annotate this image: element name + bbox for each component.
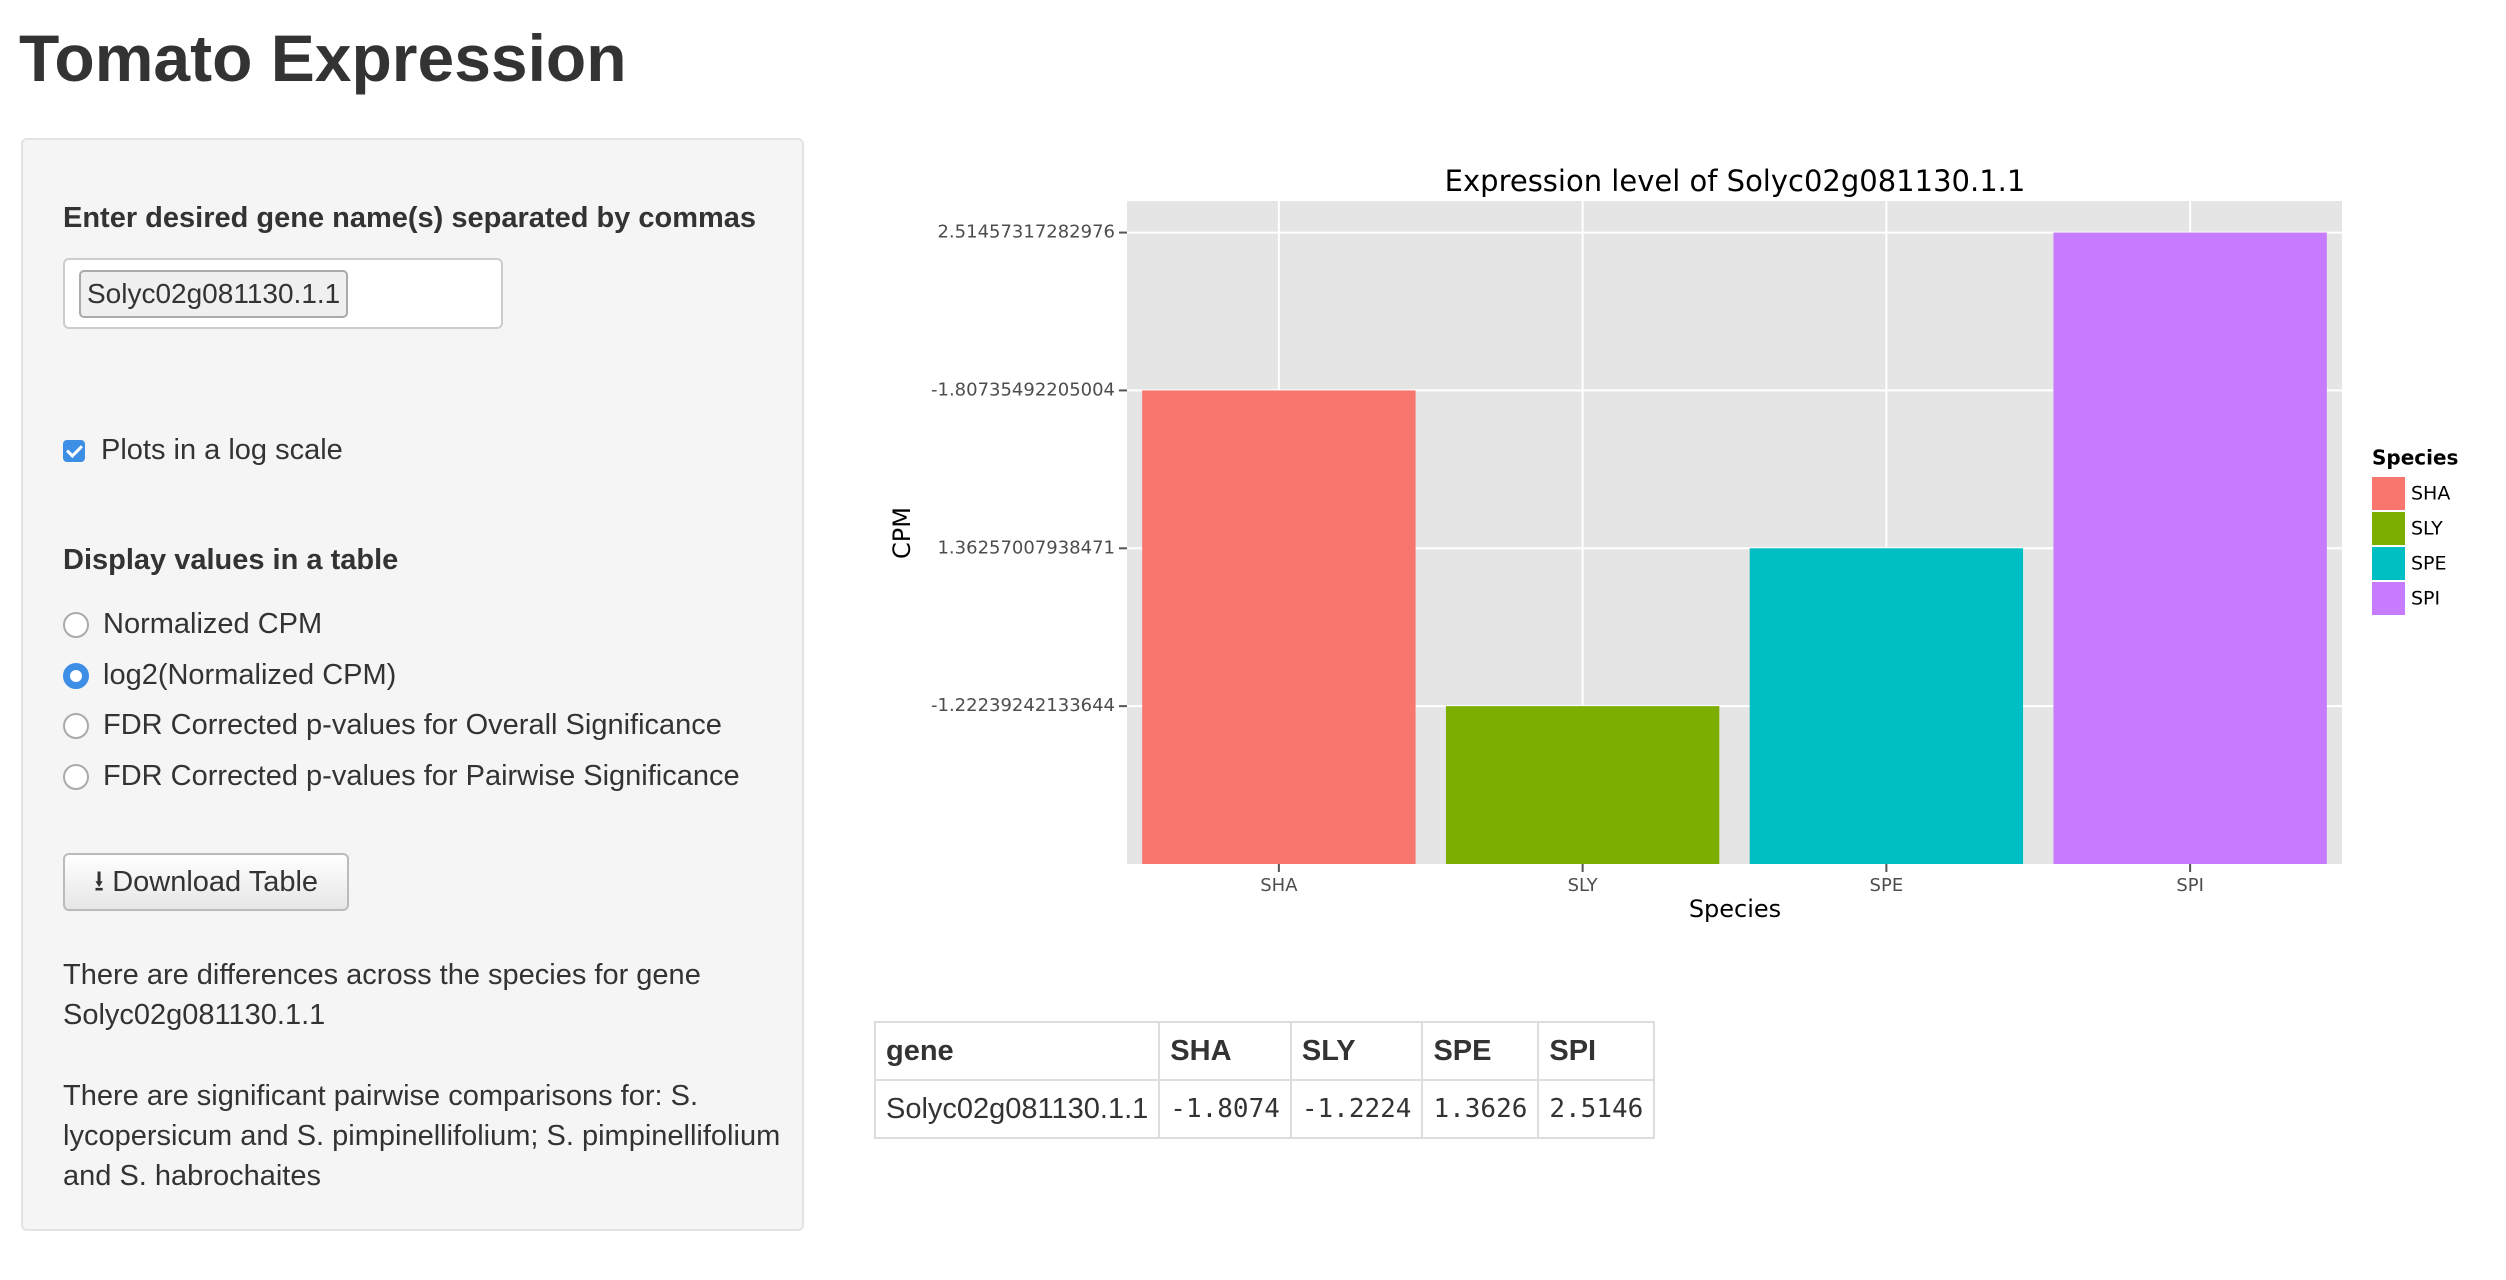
table-cell: Solyc02g081130.1.1 bbox=[873, 1079, 1161, 1139]
legend-key bbox=[2372, 547, 2405, 580]
x-tick-label: SPI bbox=[2176, 875, 2204, 896]
bar bbox=[1445, 706, 1720, 864]
radio-option[interactable]: Normalized CPM bbox=[63, 608, 322, 641]
log-checkbox[interactable]: Plots in a log scale bbox=[63, 434, 343, 467]
checkbox-label: Plots in a log scale bbox=[101, 434, 343, 466]
column-header: SPE bbox=[1421, 1021, 1540, 1081]
data-table: gene SHA SLY SPE SPI Solyc02g081130.1.1 -1.807… bbox=[873, 1021, 1656, 1139]
y-axis-title: CPM bbox=[888, 507, 916, 559]
radio-label: log2(Normalized CPM) bbox=[103, 658, 397, 691]
radio-label: Normalized CPM bbox=[103, 608, 323, 640]
radio-option[interactable]: FDR Corrected p-values for Overall Signi… bbox=[63, 709, 722, 742]
message: There are significant pairwise compariso… bbox=[63, 1080, 781, 1192]
radio-option[interactable]: log2(Normalized CPM) bbox=[63, 659, 396, 692]
column-header: SLY bbox=[1289, 1021, 1424, 1081]
y-tick-label: -1.22239242133644 bbox=[931, 695, 1115, 716]
column-header: SPI bbox=[1537, 1021, 1656, 1081]
radio-option[interactable]: FDR Corrected p-values for Pairwise Sign… bbox=[63, 760, 740, 793]
legend-title: Species bbox=[2372, 446, 2458, 470]
radio[interactable] bbox=[63, 713, 89, 739]
gene-label: Enter desired gene name(s) separated by … bbox=[63, 202, 757, 234]
legend-key bbox=[2372, 477, 2405, 510]
chart-title: Expression level of Solyc02g081130.1.1 bbox=[1445, 164, 2026, 198]
page-title: Tomato Expression bbox=[19, 21, 627, 95]
bar bbox=[1749, 548, 2024, 864]
y-tick-label: -1.80735492205004 bbox=[931, 379, 1115, 400]
gene-tag: Solyc02g081130.1.1 bbox=[79, 270, 349, 318]
radio[interactable] bbox=[63, 763, 89, 790]
checkbox[interactable] bbox=[63, 440, 85, 462]
bar bbox=[2053, 232, 2327, 865]
sidebar: Enter desired gene name(s) separated by … bbox=[21, 138, 804, 1231]
chart: Expression level of Solyc02g081130.1.1 S… bbox=[888, 164, 2458, 923]
x-axis-title: Species bbox=[1689, 895, 1781, 923]
table-cell: 2.5146 bbox=[1537, 1079, 1656, 1139]
button-label: Download Table bbox=[112, 866, 319, 898]
table-cell: 1.3626 bbox=[1421, 1079, 1540, 1139]
bar bbox=[1142, 390, 1416, 864]
legend-key bbox=[2372, 582, 2405, 615]
x-tick-label: SLY bbox=[1568, 875, 1599, 896]
legend-label: SHA bbox=[2411, 483, 2450, 505]
legend-key bbox=[2372, 512, 2405, 545]
table-cell: -1.8074 bbox=[1158, 1079, 1292, 1139]
legend-label: SPI bbox=[2411, 588, 2440, 610]
table-row: Solyc02g081130.1.1 -1.8074 -1.2224 1.3626 2.… bbox=[873, 1079, 1656, 1139]
column-header: SHA bbox=[1158, 1021, 1292, 1081]
radio[interactable] bbox=[63, 612, 89, 638]
download-button[interactable]: ⭳ Download Table bbox=[63, 853, 349, 911]
x-tick-label: SPE bbox=[1870, 875, 1904, 896]
legend-label: SPE bbox=[2411, 553, 2447, 575]
x-tick-label: SHA bbox=[1260, 875, 1298, 896]
radio-label: FDR Corrected p-values for Overall Signi… bbox=[103, 709, 722, 741]
gene-input[interactable]: Solyc02g081130.1.1 bbox=[63, 258, 503, 329]
radio[interactable] bbox=[63, 662, 89, 689]
y-tick-label: 2.51457317282976 bbox=[937, 222, 1115, 243]
table-cell: -1.2224 bbox=[1289, 1079, 1424, 1139]
y-tick-label: 1.36257007938471 bbox=[937, 537, 1115, 558]
message: There are differences across the species… bbox=[63, 959, 701, 1031]
table-label: Display values in a table bbox=[63, 544, 399, 576]
radio-label: FDR Corrected p-values for Pairwise Sign… bbox=[103, 759, 740, 792]
legend-label: SLY bbox=[2411, 518, 2443, 540]
column-header: gene bbox=[873, 1021, 1161, 1081]
